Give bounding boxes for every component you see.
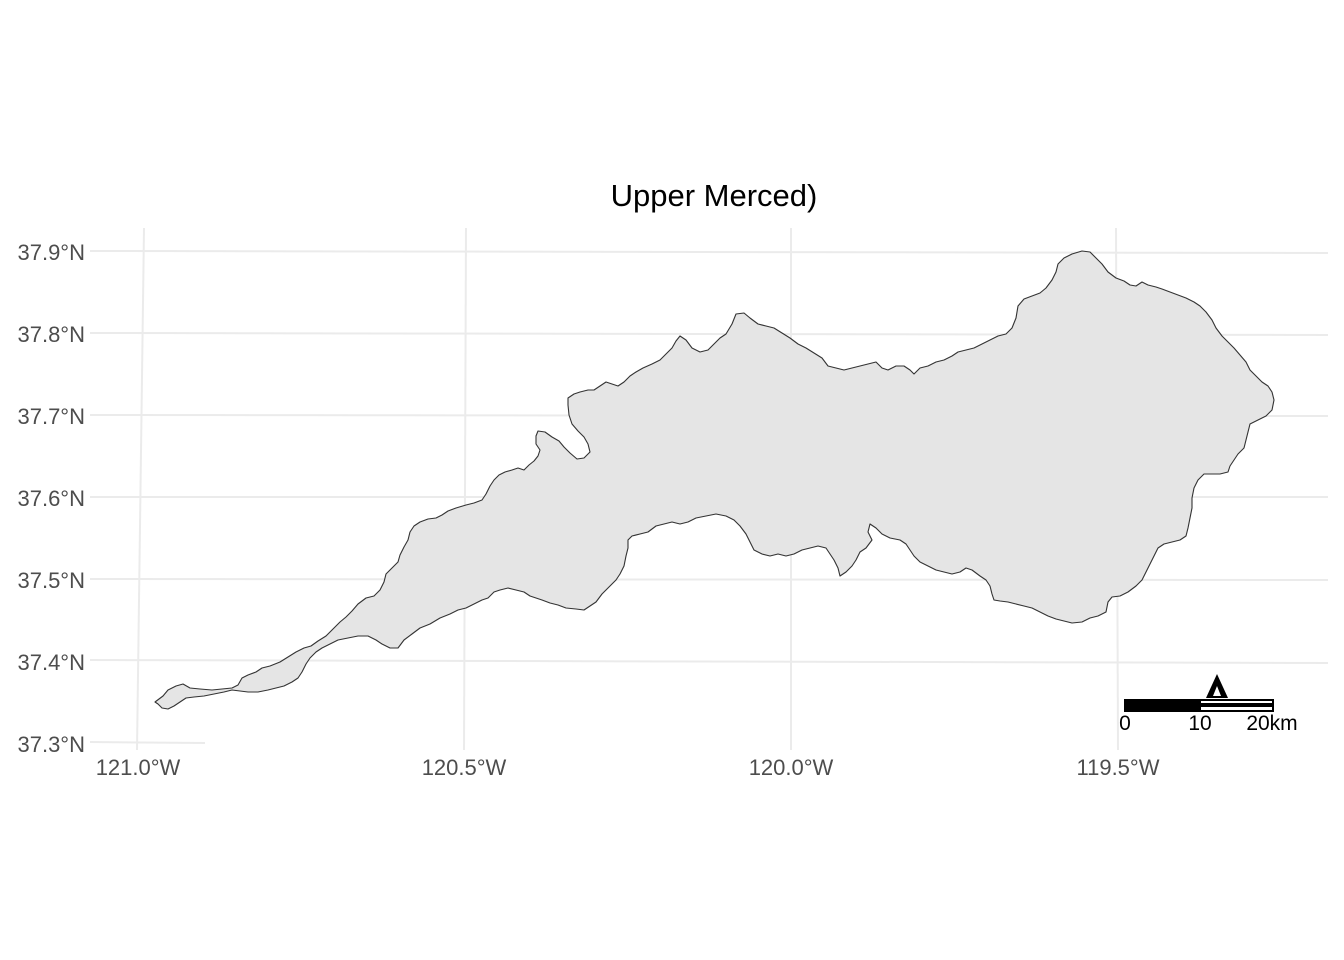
scale-bar: 0 10 20km [1119, 699, 1298, 735]
y-tick-label: 37.4°N [17, 650, 85, 675]
map-title: Upper Merced) [611, 178, 818, 213]
x-tick-label: 120.5°W [422, 755, 507, 780]
grid-line-lat-37-9 [89, 250, 1329, 254]
x-tick-label: 120.0°W [749, 755, 834, 780]
watershed-boundary [154, 250, 1275, 710]
x-tick-label: 121.0°W [96, 755, 181, 780]
x-tick-label: 119.5°W [1077, 755, 1160, 780]
grid-line-lon-121-0 [136, 227, 145, 751]
y-tick-label: 37.8°N [17, 322, 85, 347]
scale-bar-segment-black [1124, 699, 1201, 712]
scale-bar-inner-line [1200, 703, 1273, 707]
scale-label-10: 10 [1188, 712, 1211, 735]
y-tick-label: 37.9°N [17, 240, 85, 265]
y-tick-label: 37.7°N [17, 404, 85, 429]
grid-line-lat-37-3 [89, 741, 206, 744]
grid-line-lat-37-4 [89, 659, 1329, 664]
north-arrow-icon [1206, 674, 1228, 698]
grid-line-lon-120-5 [463, 227, 467, 751]
y-tick-label: 37.6°N [17, 486, 85, 511]
scale-label-20km: 20km [1246, 712, 1297, 735]
y-axis-labels: 37.9°N 37.8°N 37.7°N 37.6°N 37.5°N 37.4°… [17, 240, 85, 757]
y-tick-label: 37.5°N [17, 568, 85, 593]
scale-label-0: 0 [1119, 712, 1131, 735]
x-axis-labels: 121.0°W 120.5°W 120.0°W 119.5°W [96, 755, 1160, 780]
y-tick-label: 37.3°N [17, 732, 85, 757]
